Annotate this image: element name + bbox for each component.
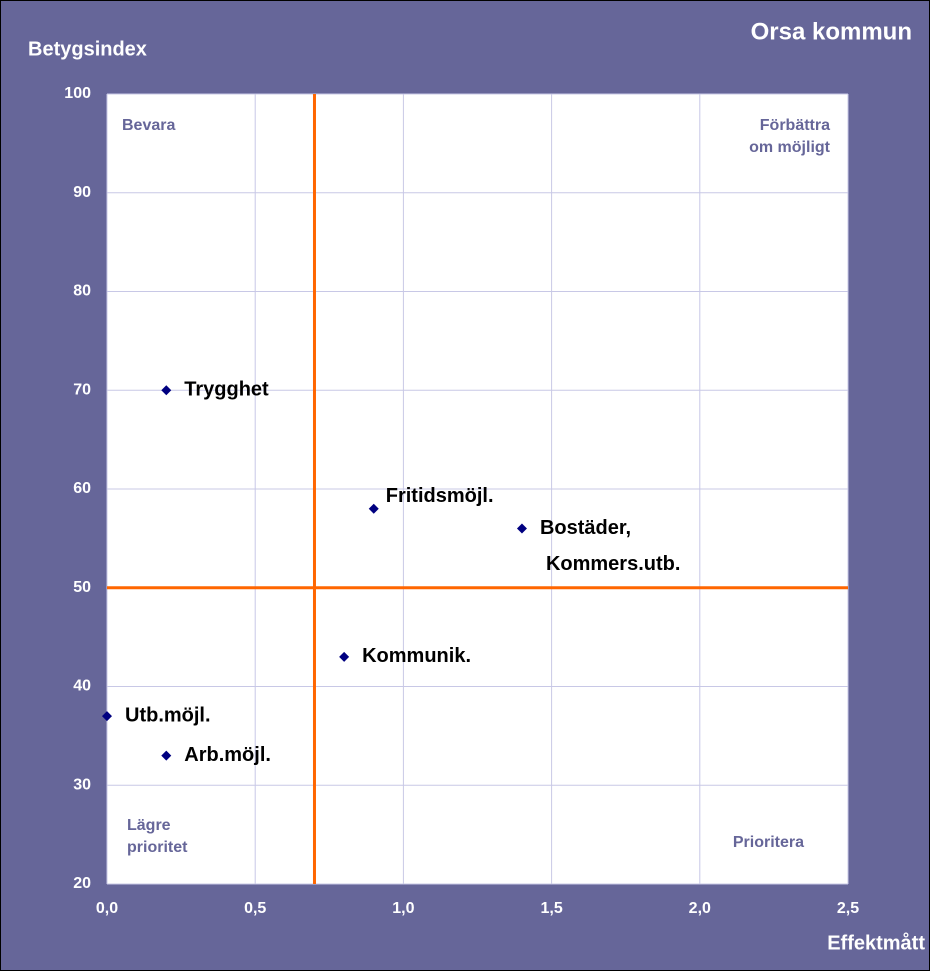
point (161, 385, 172, 396)
quadrant-label: Prioritera (733, 834, 804, 851)
point (102, 711, 112, 722)
x-tick-label: 1,0 (392, 900, 414, 917)
y-tick-label: 60 (73, 480, 91, 497)
point-label: Kommunik. (362, 645, 471, 667)
x-tick-label: 1,5 (540, 900, 562, 917)
quadrant-label: Förbättra (760, 117, 830, 134)
y-tick-label: 80 (73, 283, 91, 300)
y-tick-label: 90 (73, 184, 91, 201)
y-axis-label: Betygsindex (28, 38, 147, 60)
point-label: Utb.möjl. (125, 704, 211, 726)
point-label: Arb.möjl. (184, 744, 271, 766)
y-tick-label: 70 (73, 381, 91, 398)
quadrant-label: Lägre (127, 817, 171, 834)
y-tick-label: 100 (64, 85, 91, 102)
point (368, 503, 379, 514)
point (339, 651, 350, 662)
y-tick-label: 20 (73, 875, 91, 892)
x-tick-label: 2,5 (837, 900, 859, 917)
x-axis-label: Effektmått (827, 931, 925, 954)
x-tick-label: 0,5 (244, 900, 266, 917)
y-tick-label: 40 (73, 678, 91, 695)
point-label: Kommers.utb. (546, 553, 680, 575)
x-tick-label: 0,0 (96, 900, 118, 917)
y-tick-label: 30 (73, 776, 91, 793)
quadrant-label: Bevara (122, 117, 175, 134)
quadrant-label: om möjligt (749, 139, 831, 156)
point (516, 523, 527, 534)
x-tick-label: 2,0 (689, 900, 711, 917)
point (161, 750, 172, 761)
point-label: Trygghet (184, 379, 269, 401)
chart-title: Orsa kommun (751, 18, 912, 45)
y-tick-label: 50 (73, 579, 91, 596)
point-label: Bostäder, (540, 517, 631, 539)
quadrant-label: prioritet (127, 839, 188, 856)
point-label: Fritidsmöjl. (386, 485, 494, 507)
